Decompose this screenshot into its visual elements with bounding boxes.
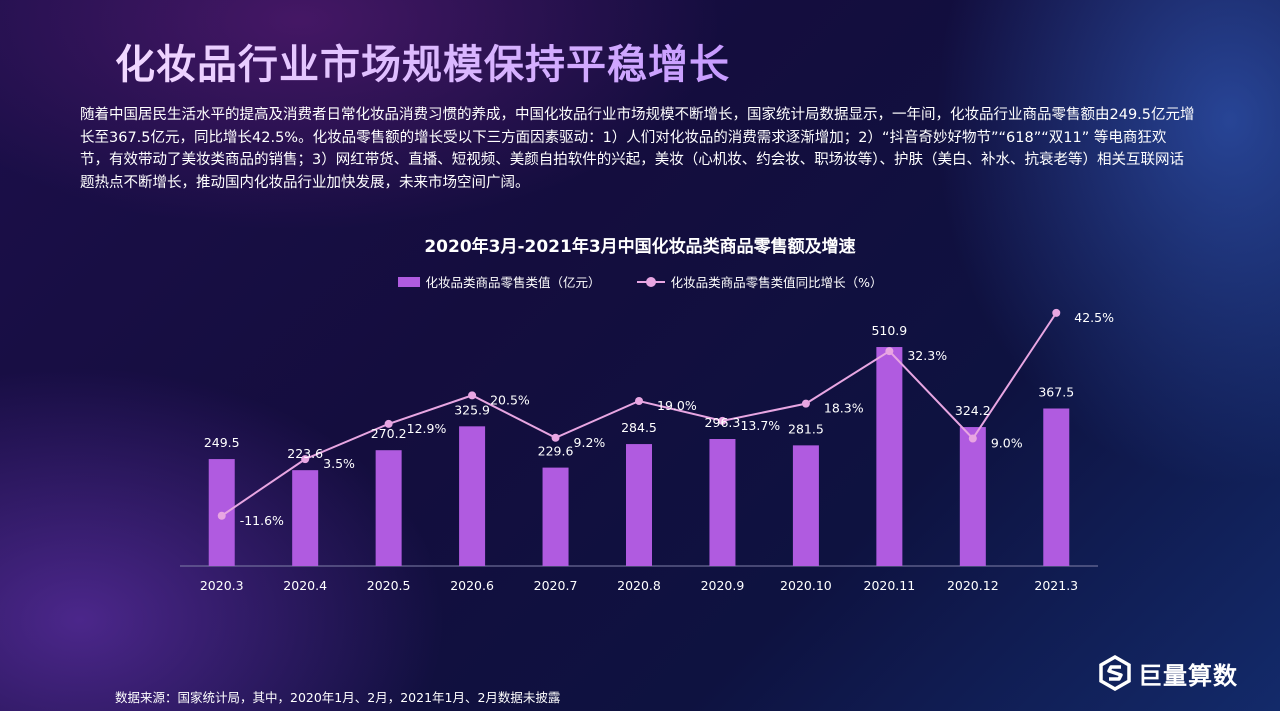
x-tick-label: 2020.7 <box>534 578 578 593</box>
growth-point-2020.9 <box>718 416 727 425</box>
growth-value-label: 9.0% <box>991 436 1023 451</box>
bar-value-label: 249.5 <box>204 435 240 450</box>
data-source-note: 数据来源：国家统计局，其中，2020年1月、2月，2021年1月、2月数据未披露 <box>115 690 561 705</box>
growth-value-label: 42.5% <box>1074 310 1114 325</box>
bar-2020.11 <box>876 347 903 566</box>
bar-value-label: 223.6 <box>287 446 323 461</box>
x-tick-label: 2021.3 <box>1034 578 1078 593</box>
chart-legend: 化妆品类商品零售类值（亿元） 化妆品类商品零售类值同比增长（%） <box>0 272 1280 291</box>
legend-line-label: 化妆品类商品零售类值同比增长（%） <box>670 275 883 290</box>
intro-paragraph: 随着中国居民生活水平的提高及消费者日常化妆品消费习惯的养成，中国化妆品行业市场规… <box>80 107 1195 191</box>
x-tick-label: 2020.12 <box>947 578 999 593</box>
bar-value-label: 284.5 <box>621 420 657 435</box>
bar-2020.10 <box>792 445 819 566</box>
bar-value-label: 296.3 <box>705 415 741 430</box>
x-tick-label: 2020.10 <box>780 578 832 593</box>
growth-point-2020.3 <box>217 511 226 520</box>
bar-value-label: 510.9 <box>871 323 907 338</box>
growth-value-label: 32.3% <box>907 348 947 363</box>
x-tick-label: 2020.9 <box>701 578 745 593</box>
bar-value-label: 270.2 <box>371 426 407 441</box>
legend-item-bar: 化妆品类商品零售类值（亿元） <box>397 272 601 291</box>
growth-value-label: 19.0% <box>657 398 697 413</box>
legend-bar-label: 化妆品类商品零售类值（亿元） <box>425 275 601 290</box>
bar-value-label: 325.9 <box>454 402 490 417</box>
growth-point-2020.6 <box>468 391 477 400</box>
x-tick-label: 2020.8 <box>617 578 661 593</box>
growth-point-2020.8 <box>635 397 643 405</box>
growth-point-2020.11 <box>885 347 894 356</box>
chart-title: 2020年3月-2021年3月中国化妆品类商品零售额及增速 <box>424 237 856 257</box>
x-tick-label: 2020.5 <box>367 578 411 593</box>
page-title: 化妆品行业市场规模保持平稳增长 <box>115 32 730 90</box>
growth-point-2020.12 <box>968 434 977 443</box>
bar-2020.9 <box>709 439 736 566</box>
growth-value-label: 12.9% <box>407 421 447 436</box>
growth-point-2020.7 <box>551 433 560 442</box>
growth-point-2020.10 <box>801 399 810 408</box>
bar-2020.6 <box>459 426 486 566</box>
growth-value-label: 18.3% <box>824 401 864 416</box>
brand-logo: 巨量算数 <box>1098 655 1238 691</box>
growth-point-2020.4 <box>301 455 310 464</box>
legend-line-swatch <box>636 276 665 287</box>
bar-2020.7 <box>542 467 569 566</box>
legend-bar-swatch <box>397 276 420 287</box>
growth-point-2020.5 <box>384 419 393 428</box>
growth-value-label: 20.5% <box>490 392 530 407</box>
bar-2021.3 <box>1043 408 1070 566</box>
x-tick-label: 2020.11 <box>864 578 916 593</box>
bar-2020.12 <box>959 427 986 566</box>
growth-value-label: 9.2% <box>574 435 606 450</box>
x-tick-label: 2020.4 <box>283 578 327 593</box>
bar-value-label: 281.5 <box>788 421 824 436</box>
x-tick-label: 2020.3 <box>200 578 244 593</box>
bar-value-label: 229.6 <box>538 444 574 459</box>
growth-value-label: 13.7% <box>740 418 780 433</box>
growth-value-label: -11.6% <box>240 513 284 528</box>
bar-value-label: 324.2 <box>955 403 991 418</box>
bar-2020.5 <box>375 450 402 566</box>
bar-2020.8 <box>626 444 652 566</box>
hexagon-s-logo-icon <box>1099 655 1131 691</box>
bar-2020.4 <box>292 470 319 566</box>
growth-point-2021.3 <box>1052 308 1061 317</box>
bar-value-label: 367.5 <box>1038 385 1074 400</box>
growth-value-label: 3.5% <box>323 456 355 471</box>
legend-item-line: 化妆品类商品零售类值同比增长（%） <box>636 272 883 291</box>
logo-text: 巨量算数 <box>1138 661 1238 690</box>
x-tick-label: 2020.6 <box>450 578 494 593</box>
